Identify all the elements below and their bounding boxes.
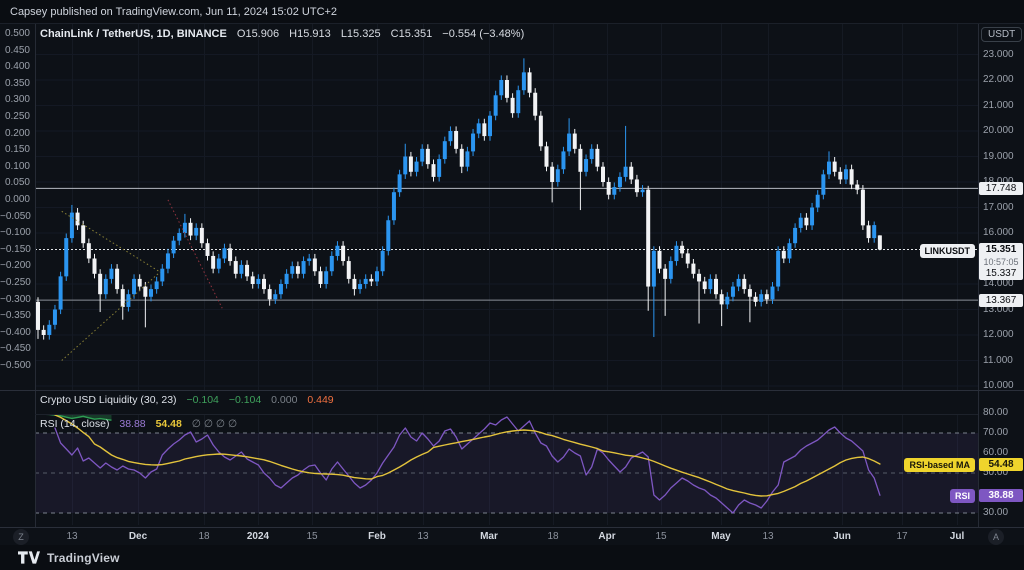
liquidity-value-3: 0.000 — [271, 394, 298, 406]
liquidity-legend-title[interactable]: Crypto USD Liquidity (30, 23) — [40, 394, 177, 406]
rsi-ma-legend-value: 54.48 — [155, 418, 182, 430]
left-axis-tick: −0.250 — [0, 277, 31, 288]
time-axis-tick: 18 — [198, 531, 210, 542]
left-axis-tick: −0.500 — [0, 360, 31, 371]
rsi-legend[interactable]: RSI (14, close) 38.88 54.48 ∅ ∅ ∅ ∅ — [40, 418, 244, 430]
rsi-ma-axis-tag: 54.48 — [979, 458, 1023, 471]
time-axis-tick: Dec — [128, 531, 148, 542]
price-axis-tick: 23.000 — [983, 48, 1014, 60]
left-axis-tick: 0.450 — [4, 44, 30, 56]
tradingview-brand-text: TradingView — [47, 550, 120, 565]
rsi-label: RSI — [949, 489, 975, 503]
time-axis-tick: 2024 — [246, 531, 270, 542]
rsi-legend-value: 38.88 — [119, 418, 146, 430]
price-axis-tick: 21.000 — [983, 99, 1014, 111]
price-axis-tick: 17.000 — [983, 201, 1014, 213]
rsi-axis-tick: 50.00 — [983, 467, 1009, 478]
liquidity-value-2: −0.104 — [228, 394, 262, 406]
price-axis-tick: 16.000 — [983, 227, 1014, 238]
timezone-button[interactable]: Z — [13, 529, 29, 545]
rsi-axis-tick: 30.00 — [983, 507, 1009, 518]
left-axis-tick: −0.300 — [0, 293, 31, 305]
left-price-scale[interactable]: 0.500 0.450 0.400 0.350 0.300 0.250 0.200 0.150… — [0, 24, 35, 527]
price-axis-tick: 11.000 — [983, 354, 1013, 366]
ohlc-open: O15.906 — [236, 28, 280, 40]
time-scale[interactable]: 13 Dec 18 2024 15 Feb 13 Mar 18 Apr 15 May 13 Jun 17 Ju… — [0, 527, 1024, 545]
left-axis-tick: 0.150 — [4, 144, 30, 156]
ohlc-high: H15.913 — [289, 28, 331, 40]
rsi-ma-label: RSI-based MA — [904, 458, 975, 472]
time-axis-tick: Jul — [949, 531, 965, 542]
price-axis-tick: 18.000 — [983, 177, 1014, 187]
time-axis-tick: Feb — [368, 531, 386, 542]
time-axis-tick: Jun — [833, 531, 851, 542]
auto-scale-button[interactable]: A — [988, 529, 1004, 545]
price-axis-tick: 10.000 — [983, 380, 1014, 391]
price-axis-tick: 20.000 — [983, 125, 1014, 136]
left-axis-tick: 0.500 — [4, 28, 30, 39]
left-axis-tick: 0.350 — [4, 77, 30, 89]
left-axis-tick: 0.200 — [4, 127, 30, 139]
rsi-axis-tick: 80.00 — [983, 407, 1009, 418]
ohlc-close: C15.351 — [390, 28, 433, 40]
left-axis-tick: −0.450 — [0, 343, 31, 355]
currency-unit-button[interactable]: USDT — [981, 27, 1023, 42]
liquidity-value-1: −0.104 — [186, 394, 219, 406]
time-axis-tick: Apr — [598, 531, 616, 542]
price-axis-tick: 14.000 — [983, 278, 1014, 289]
price-line-tag-13367: 13.367 — [979, 294, 1023, 307]
left-axis-tick: −0.200 — [0, 260, 31, 272]
price-axis-tick: 12.000 — [983, 329, 1014, 340]
rsi-legend-title[interactable]: RSI (14, close) — [40, 418, 110, 430]
left-axis-tick: −0.100 — [0, 227, 31, 239]
ohlc-low: L15.325 — [340, 28, 381, 40]
time-axis-tick: May — [711, 531, 731, 542]
publish-header-text: Capsey published on TradingView.com, Jun… — [10, 6, 338, 18]
rsi-axis-tick: 70.00 — [983, 427, 1009, 438]
tradingview-logo-icon — [18, 551, 40, 564]
price-axis-tick: 22.000 — [983, 74, 1014, 85]
rsi-axis-tick: 60.00 — [983, 447, 1009, 458]
symbol-legend[interactable]: ChainLink / TetherUS, 1D, BINANCE O15.90… — [40, 28, 531, 40]
footer-bar: TradingView — [0, 545, 1024, 570]
price-axis-tick: 19.000 — [983, 150, 1014, 162]
left-axis-tick: 0.300 — [4, 94, 30, 106]
left-axis-tick: 0.400 — [4, 61, 30, 73]
left-axis-tick: 0.250 — [4, 111, 30, 122]
left-axis-tick: 0.100 — [4, 160, 30, 172]
publish-header: Capsey published on TradingView.com, Jun… — [0, 0, 1024, 24]
price-line-tag-17748: 17.748 — [979, 182, 1023, 195]
countdown-tag: 10:57:05 — [979, 256, 1023, 268]
liquidity-value-4: 0.449 — [307, 394, 334, 406]
left-axis-tick: −0.150 — [0, 243, 31, 255]
right-price-scale[interactable]: 23.000 22.000 21.000 20.000 19.000 18.000 17.0… — [978, 24, 1024, 527]
rsi-hidden-values: ∅ ∅ ∅ ∅ — [191, 418, 238, 430]
last-price-tag: 15.351 — [979, 243, 1023, 256]
left-axis-tick: 0.000 — [4, 194, 30, 205]
time-axis-tick: 13 — [66, 531, 78, 542]
symbol-title[interactable]: ChainLink / TetherUS, 1D, BINANCE — [40, 28, 227, 40]
left-axis-tick: 0.050 — [4, 177, 30, 189]
time-axis-tick: 18 — [547, 531, 559, 542]
price-line-tag-15337: 15.337 — [979, 267, 1023, 280]
price-axis-tick: 13.000 — [983, 303, 1014, 315]
left-axis-tick: −0.400 — [0, 326, 31, 338]
time-axis-tick: 13 — [417, 531, 429, 542]
rsi-axis-tag: 38.88 — [979, 489, 1023, 502]
symbol-price-label: LINKUSDT — [919, 244, 975, 258]
time-axis-tick: 15 — [655, 531, 667, 542]
time-axis-tick: 17 — [896, 531, 908, 542]
ohlc-change: −0.554 (−3.48%) — [442, 28, 525, 40]
liquidity-legend[interactable]: Crypto USD Liquidity (30, 23) −0.104 −0.… — [40, 394, 341, 406]
time-axis-tick: Mar — [480, 531, 498, 542]
left-axis-tick: −0.350 — [0, 310, 31, 322]
time-axis-tick: 13 — [762, 531, 774, 542]
left-axis-tick: −0.050 — [0, 210, 31, 222]
time-axis-tick: 15 — [306, 531, 318, 542]
